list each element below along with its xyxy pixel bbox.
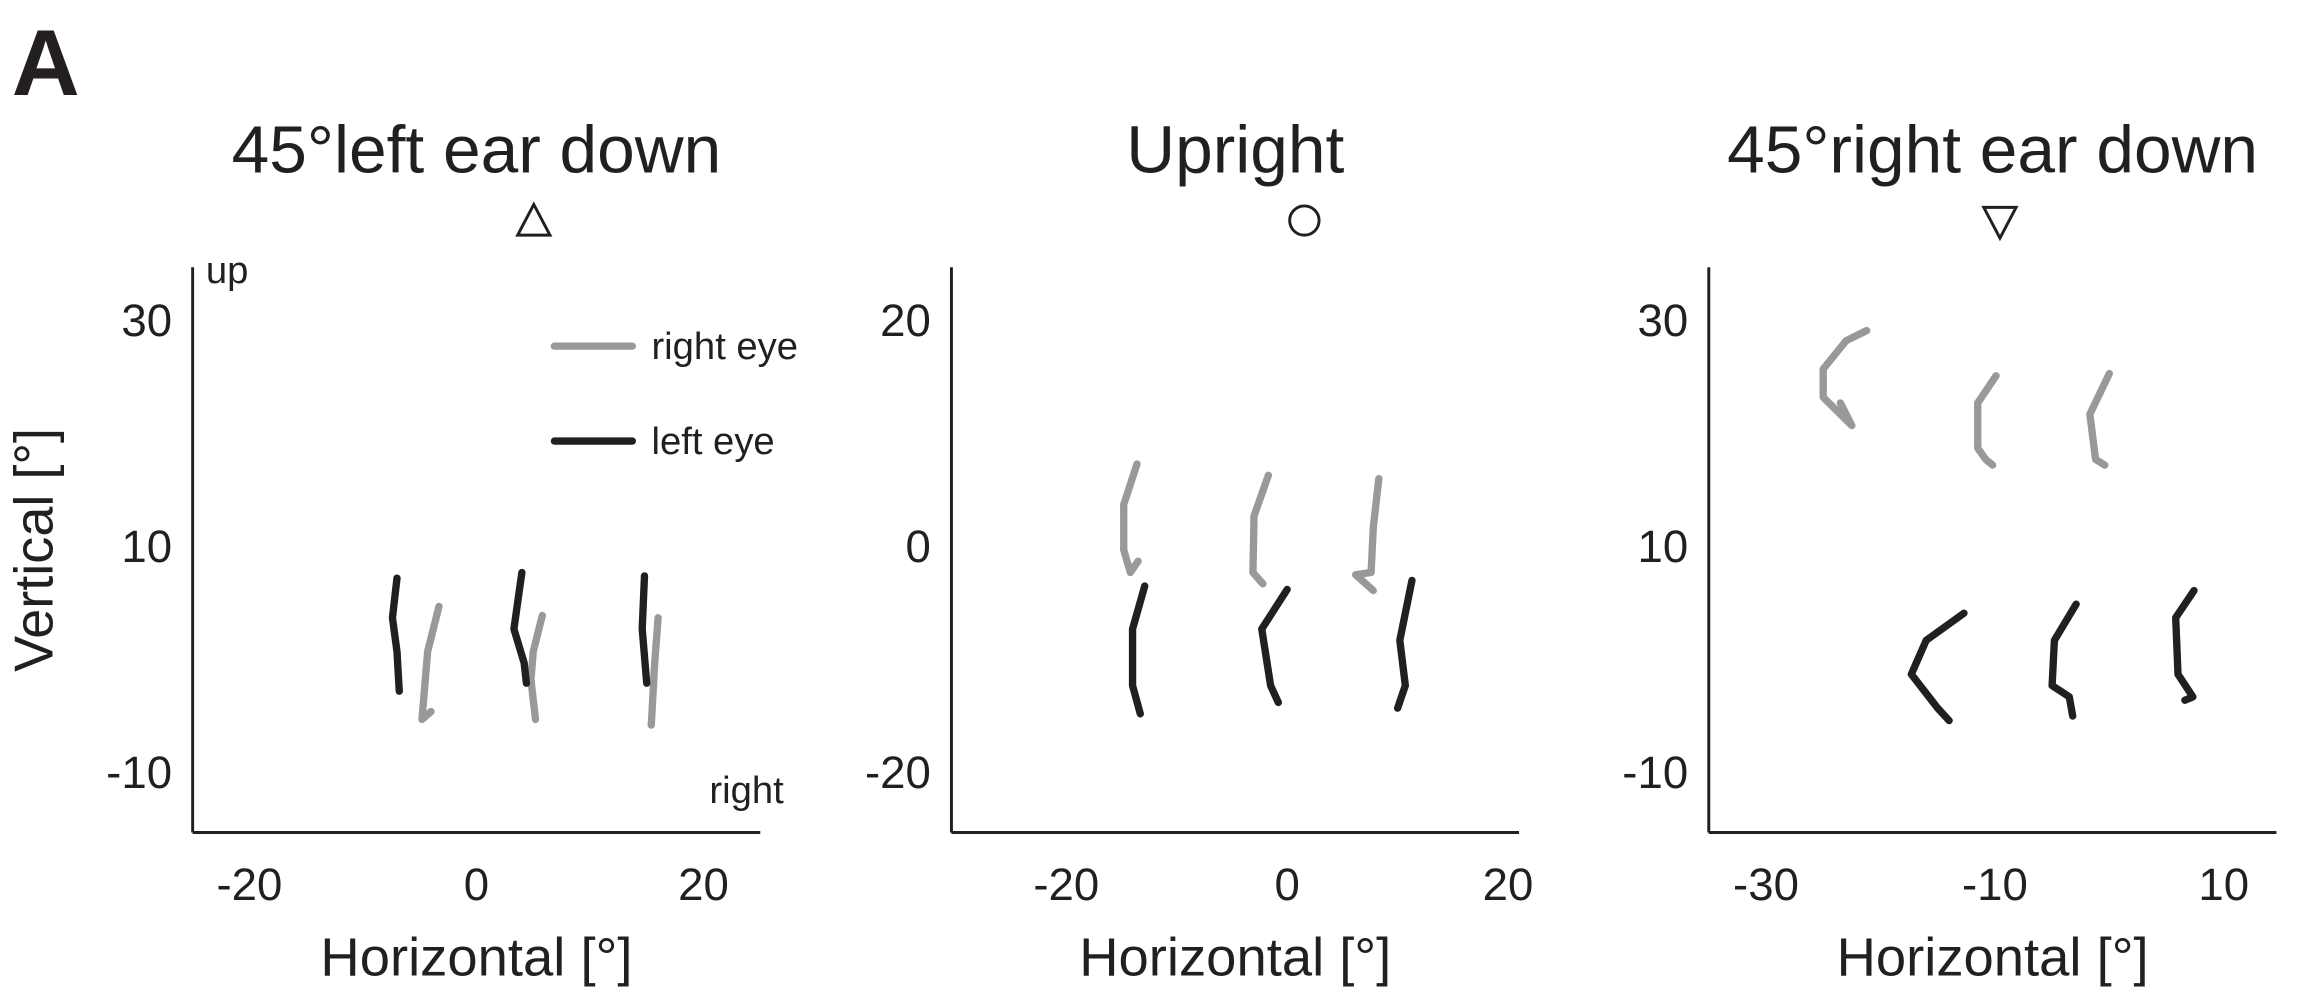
- x-tick-label: 10: [2198, 859, 2249, 910]
- y-tick-label: 10: [1637, 521, 1688, 572]
- legend-label: right eye: [651, 326, 798, 368]
- eye-trace: [510, 568, 531, 687]
- eye-trace: [1258, 585, 1291, 707]
- eye-trace: [388, 574, 403, 695]
- x-tick-label: -10: [1962, 859, 2028, 910]
- x-tick-label: 0: [1274, 859, 1299, 910]
- x-axis-label: Horizontal [°]: [1079, 927, 1391, 987]
- eye-trace: [418, 602, 443, 724]
- eye-trace: [527, 611, 546, 724]
- y-tick-label: 0: [906, 521, 931, 572]
- y-tick-label: 10: [121, 521, 172, 572]
- legend-label: left eye: [651, 421, 774, 463]
- annotation: right: [709, 770, 784, 812]
- y-tick-label: -10: [1622, 747, 1688, 798]
- x-tick-label: -20: [216, 859, 282, 910]
- eye-trace: [647, 614, 662, 729]
- eye-trace: [1120, 460, 1142, 577]
- eye-trace: [1351, 475, 1383, 595]
- x-tick-label: 20: [1483, 859, 1534, 910]
- chart-title: Upright: [1126, 113, 1344, 188]
- x-axis-label: Horizontal [°]: [320, 927, 632, 987]
- eye-trace: [2086, 369, 2114, 469]
- circle-marker: [1288, 204, 1321, 237]
- y-tick-label: -20: [865, 747, 931, 798]
- x-tick-label: 20: [678, 859, 729, 910]
- annotation: up: [206, 250, 249, 292]
- chart-title: 45°left ear down: [232, 113, 722, 188]
- x-tick-label: -20: [1033, 859, 1099, 910]
- eye-trace: [2172, 586, 2198, 704]
- y-axis-label: Vertical [°]: [4, 428, 64, 672]
- eye-trace: [1393, 576, 1416, 712]
- x-tick-label: -30: [1733, 859, 1799, 910]
- y-tick-label: 30: [121, 295, 172, 346]
- y-tick-label: 30: [1637, 295, 1688, 346]
- chart-title: 45°right ear down: [1727, 113, 2258, 188]
- eye-trace: [1907, 609, 1968, 725]
- y-tick-label: -10: [106, 747, 172, 798]
- eye-trace: [1819, 326, 1871, 430]
- x-tick-label: 0: [464, 859, 489, 910]
- x-axis-label: Horizontal [°]: [1837, 927, 2149, 987]
- eye-trace: [1128, 582, 1149, 718]
- triangle-up-marker: [515, 201, 553, 237]
- eye-trace: [1974, 372, 2000, 469]
- triangle-down-marker: [1981, 205, 2019, 242]
- figure-label: A: [12, 10, 80, 115]
- eye-trace: [638, 572, 651, 687]
- eye-trace: [2048, 600, 2080, 720]
- y-tick-label: 20: [880, 295, 931, 346]
- eye-trace: [1249, 471, 1273, 588]
